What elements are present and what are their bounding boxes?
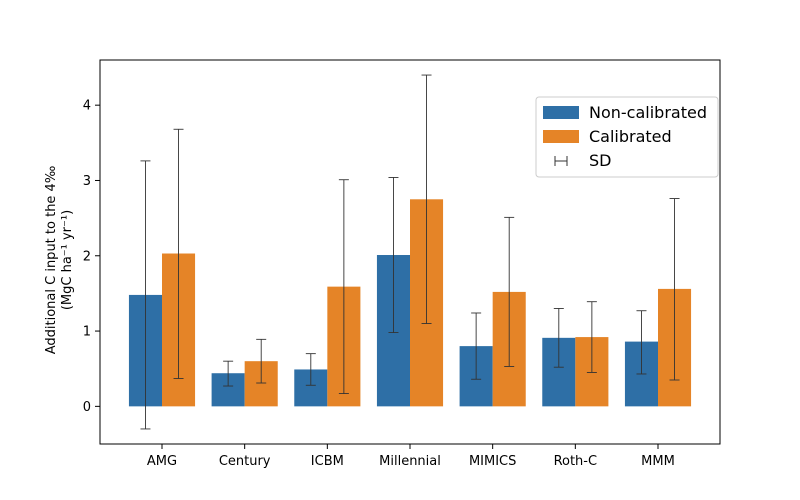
error-bar-calibrated-mimics — [504, 216, 515, 367]
error-bar-non-calibrated-mmm — [636, 310, 647, 375]
y-tick-label: 2 — [83, 249, 91, 264]
x-tick-label: Millennial — [379, 454, 441, 469]
error-bar-non-calibrated-mimics — [471, 312, 482, 380]
y-tick-label: 4 — [83, 99, 91, 114]
x-tick-label: MMM — [641, 454, 675, 469]
legend: Non-calibrated Calibrated SD — [535, 96, 719, 178]
legend-frame — [535, 96, 719, 178]
x-tick-label: Roth-C — [554, 454, 598, 469]
y-axis-label: Additional C input to the 4‰ (MgC ha⁻¹ y… — [44, 166, 75, 355]
legend-label-calibrated: Calibrated — [589, 127, 672, 146]
error-bar-calibrated-icbm — [338, 179, 349, 395]
error-bar-calibrated-roth-c — [586, 301, 597, 373]
error-bar-calibrated-century — [256, 338, 267, 384]
legend-sd-icon — [554, 156, 568, 166]
y-tick-label: 0 — [83, 400, 91, 415]
error-bar-calibrated-mmm — [669, 198, 680, 381]
y-axis-label-line1: Additional C input to the 4‰ — [44, 166, 59, 355]
error-bar-calibrated-amg — [173, 128, 184, 379]
error-bar-non-calibrated-millennial — [388, 177, 399, 334]
x-tick-label: AMG — [147, 454, 177, 469]
legend-swatch-calibrated — [543, 130, 579, 143]
y-axis: 0 1 2 3 4 — [83, 99, 100, 415]
legend-swatch-non-calibrated — [543, 106, 579, 119]
x-axis: AMG Century ICBM Millennial MIMICS Roth-C MMM — [147, 444, 675, 469]
x-tick-label: ICBM — [311, 454, 344, 469]
x-tick-label: Century — [219, 454, 271, 469]
error-bar-non-calibrated-icbm — [305, 353, 316, 386]
y-tick-label: 3 — [83, 174, 91, 189]
error-bars-layer — [140, 74, 680, 430]
y-tick-label: 1 — [83, 325, 91, 340]
legend-label-non-calibrated: Non-calibrated — [589, 103, 707, 122]
error-bar-non-calibrated-century — [223, 360, 234, 387]
y-axis-label-line2: (MgC ha⁻¹ yr⁻¹) — [60, 210, 75, 310]
legend-label-sd: SD — [589, 151, 611, 170]
x-tick-label: MIMICS — [469, 454, 516, 469]
error-bar-calibrated-millennial — [421, 74, 432, 324]
bars-layer — [128, 199, 692, 407]
error-bar-non-calibrated-roth-c — [553, 308, 564, 368]
error-bar-non-calibrated-amg — [140, 160, 151, 430]
